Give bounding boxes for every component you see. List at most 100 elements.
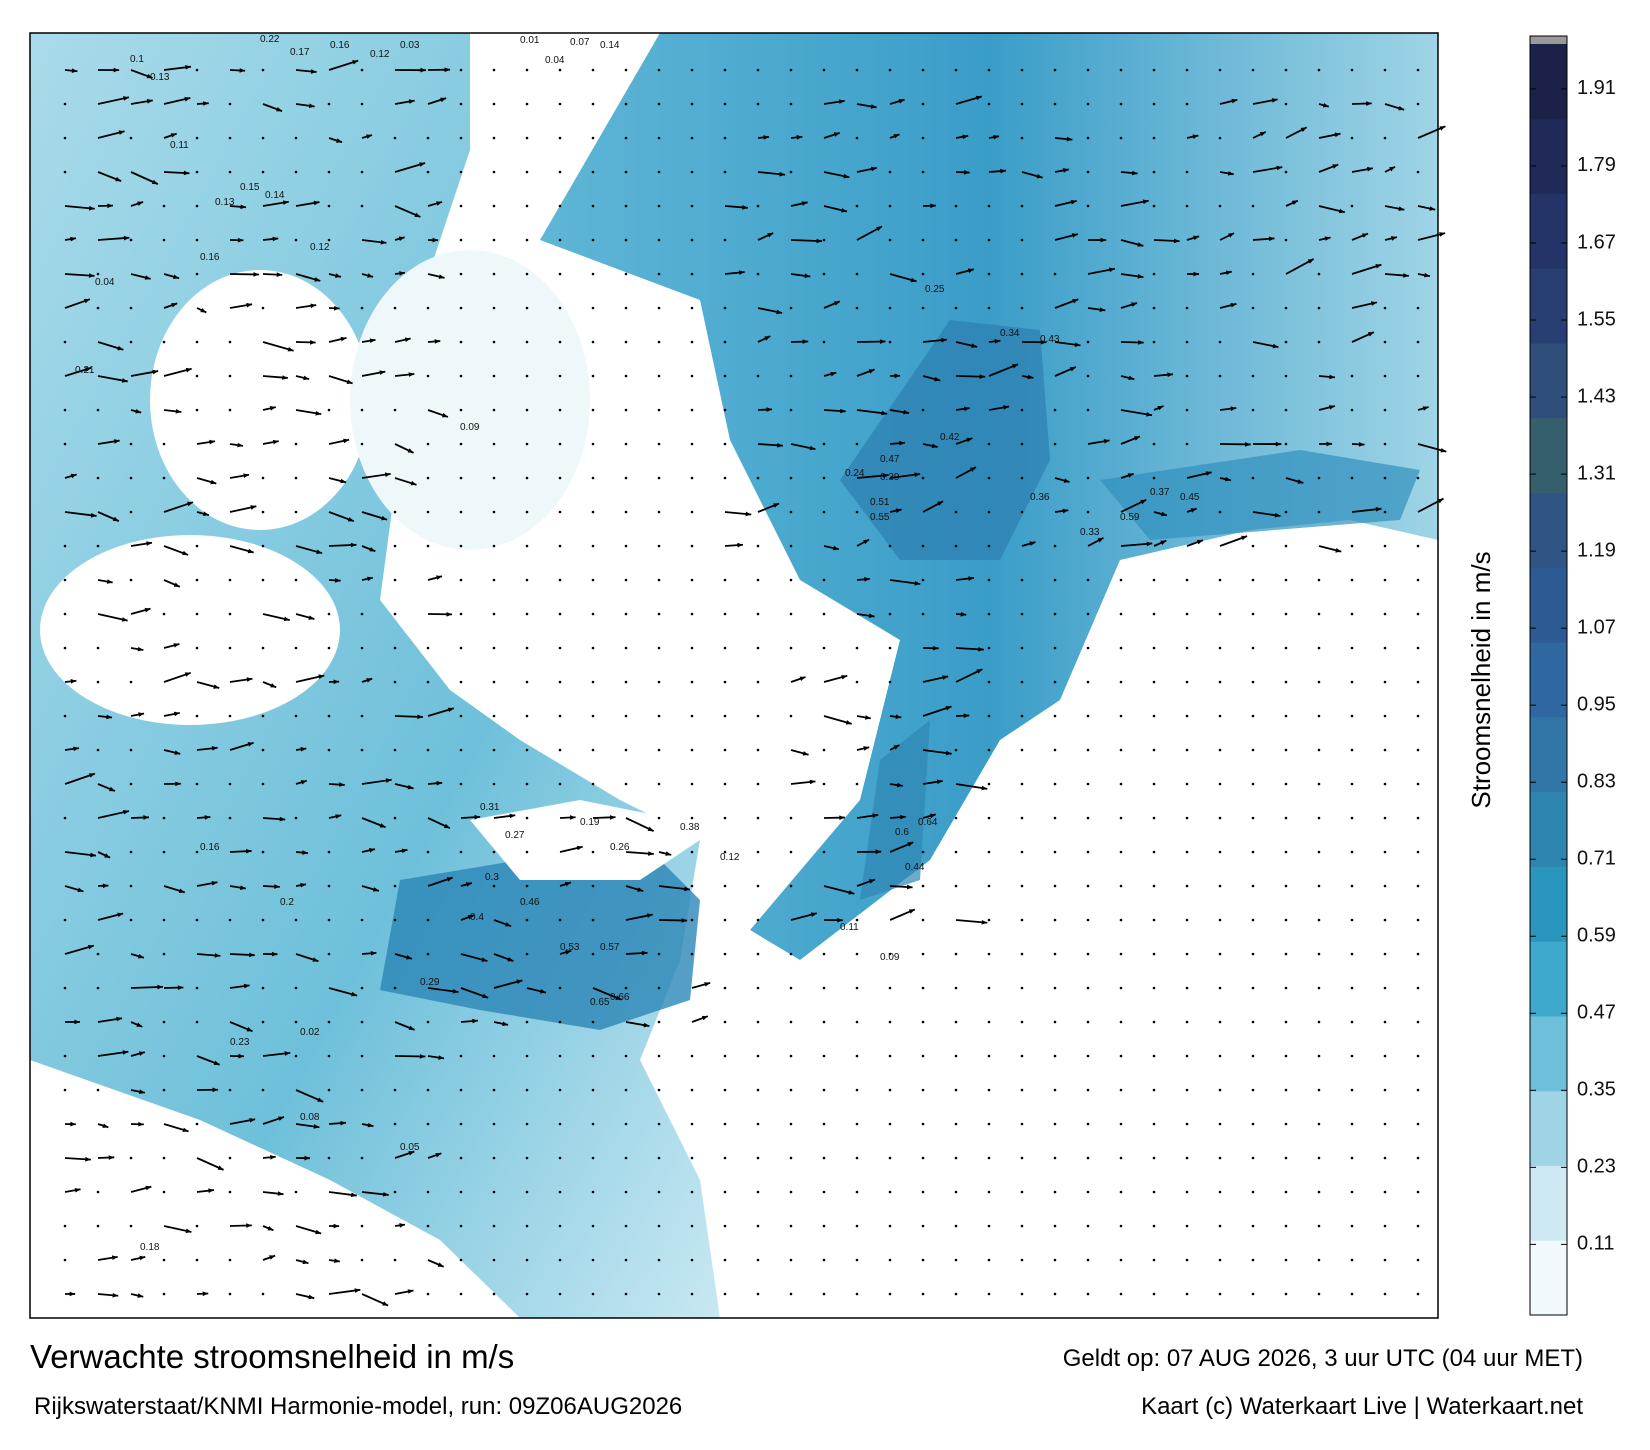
arrow-head	[276, 272, 283, 277]
dot	[723, 918, 727, 922]
dot	[591, 476, 595, 480]
dot	[1317, 918, 1321, 922]
arrow-head	[283, 616, 290, 622]
dot	[294, 510, 298, 514]
speed-label: 0.14	[600, 40, 620, 51]
speed-label: 0.44	[905, 862, 925, 873]
dot	[327, 714, 331, 718]
arrow-head	[1157, 405, 1164, 411]
colorbar: 0.110.230.350.470.590.710.830.951.071.19…	[1529, 35, 1616, 1316]
dot	[921, 1122, 925, 1126]
arrow-head	[408, 99, 415, 104]
arrow-head	[838, 99, 845, 105]
dot	[558, 408, 562, 412]
dot	[822, 646, 826, 650]
dot	[426, 1020, 430, 1024]
dot	[1053, 1258, 1057, 1262]
arrow-head	[1429, 206, 1436, 211]
dot	[1317, 952, 1321, 956]
dot	[525, 1258, 529, 1262]
arrow-head	[845, 720, 852, 725]
dot	[558, 1258, 562, 1262]
arrow-head	[1196, 539, 1203, 545]
arrow-head	[981, 919, 988, 925]
dot	[591, 374, 595, 378]
dot	[1185, 1292, 1189, 1296]
land-island	[150, 270, 370, 530]
dot	[1119, 884, 1123, 888]
dot	[987, 238, 991, 242]
dot	[360, 748, 364, 752]
dot	[360, 102, 364, 106]
dot	[756, 884, 760, 888]
dot	[822, 1190, 826, 1194]
arrow-head	[85, 367, 92, 372]
arrow-head	[864, 715, 871, 720]
dot	[1053, 952, 1057, 956]
dot	[1020, 1156, 1024, 1160]
arrow-head	[971, 343, 978, 348]
dot	[1119, 646, 1123, 650]
dot	[195, 578, 199, 582]
dot	[657, 578, 661, 582]
dot	[756, 1224, 760, 1228]
dot	[558, 68, 562, 72]
dot	[558, 1020, 562, 1024]
speed-label: 0.53	[560, 942, 580, 953]
speed-label: 0.39	[880, 472, 900, 483]
dot	[327, 748, 331, 752]
arrow-head	[214, 953, 221, 958]
arrow-head	[1192, 134, 1199, 139]
dot	[690, 612, 694, 616]
dot	[591, 680, 595, 684]
arrow-head	[246, 677, 253, 682]
arrow-head	[117, 912, 124, 918]
arrow-head	[137, 1293, 144, 1298]
arrow-head	[779, 171, 786, 177]
dot	[525, 578, 529, 582]
dot	[657, 442, 661, 446]
dot	[96, 680, 100, 684]
dot	[822, 1156, 826, 1160]
dot	[591, 272, 595, 276]
speed-label: 0.12	[720, 852, 740, 863]
dot	[228, 816, 232, 820]
dot	[1350, 884, 1354, 888]
dot	[723, 680, 727, 684]
colorbar-label: Stroomsnelheid in m/s	[1466, 551, 1496, 808]
dot	[624, 680, 628, 684]
dot	[855, 306, 859, 310]
dot	[525, 136, 529, 140]
arrow-head	[1439, 126, 1446, 131]
dot	[558, 578, 562, 582]
arrow-head	[565, 950, 572, 955]
arrow-head	[502, 1021, 509, 1027]
speed-label: 0.25	[925, 284, 945, 295]
arrow-head	[282, 200, 289, 205]
dot	[1251, 306, 1255, 310]
arrow-head	[340, 1120, 347, 1126]
dot	[690, 544, 694, 548]
dot	[1251, 408, 1255, 412]
dot	[1020, 306, 1024, 310]
arrow-head	[963, 713, 970, 719]
dot	[1086, 340, 1090, 344]
dot	[789, 1020, 793, 1024]
arrow-head	[465, 882, 472, 887]
dot	[426, 952, 430, 956]
dot	[228, 782, 232, 786]
dot	[459, 306, 463, 310]
dot	[459, 68, 463, 72]
dot	[1350, 476, 1354, 480]
dot	[888, 1292, 892, 1296]
arrow-head	[83, 298, 90, 304]
arrow-head	[87, 944, 94, 950]
dot	[1086, 646, 1090, 650]
dot	[888, 1258, 892, 1262]
arrow-head	[152, 369, 159, 375]
dot	[723, 1258, 727, 1262]
dot	[789, 1190, 793, 1194]
dot	[723, 782, 727, 786]
arrow-head	[833, 301, 840, 306]
